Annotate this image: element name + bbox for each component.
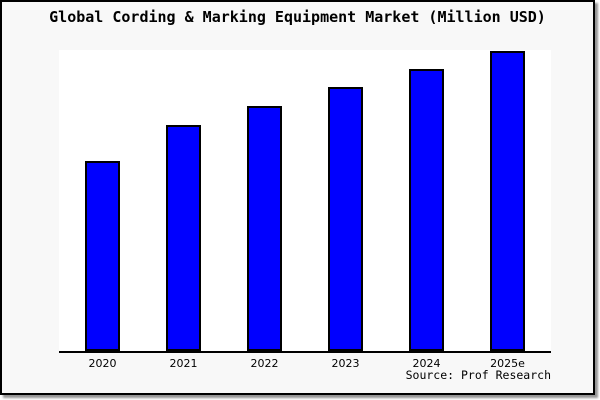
bar-2022 [247, 106, 282, 351]
bar-2025e [490, 51, 525, 351]
x-tick-label-2020: 2020 [88, 357, 117, 370]
x-tick-label-2022: 2022 [250, 357, 279, 370]
x-tick-label-2021: 2021 [169, 357, 198, 370]
x-tick-label-2024: 2024 [412, 357, 441, 370]
source-note: Source: Prof Research [405, 368, 551, 382]
bar-2021 [166, 125, 201, 351]
x-tick-label-2023: 2023 [331, 357, 360, 370]
chart-frame: Global Cording & Marking Equipment Marke… [0, 0, 595, 395]
x-tick-label-2025e: 2025e [490, 357, 525, 370]
bar-2023 [328, 87, 363, 351]
bar-2020 [85, 161, 120, 351]
bar-2024 [409, 69, 444, 351]
plot-area [59, 50, 551, 353]
chart-title: Global Cording & Marking Equipment Marke… [49, 8, 546, 26]
